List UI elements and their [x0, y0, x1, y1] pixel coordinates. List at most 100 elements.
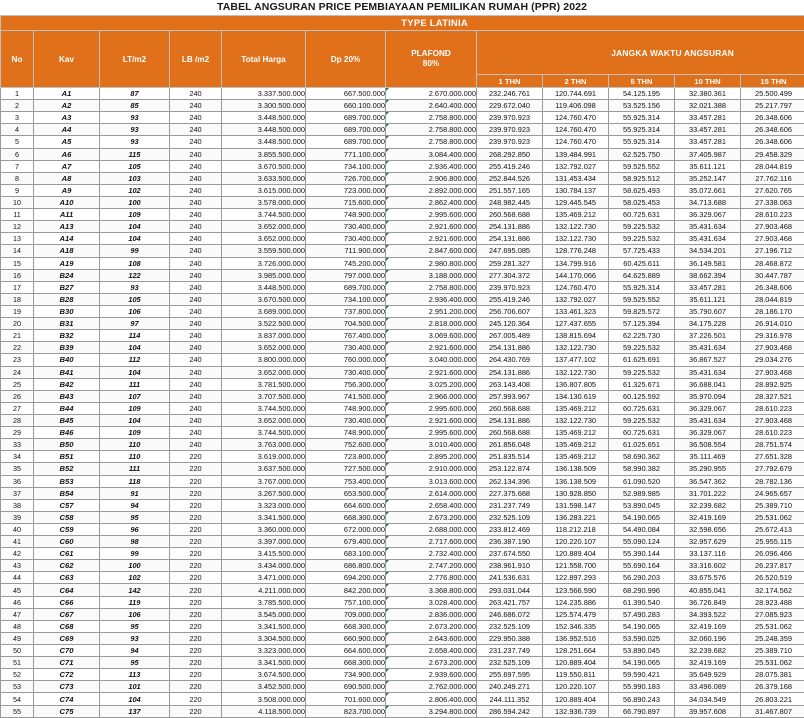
col-header-term-10thn[interactable]: 10 THN [675, 75, 741, 88]
col-header-term-15thn[interactable]: 15 THN [741, 75, 804, 88]
cell-dp: 689.700.000 [306, 281, 386, 293]
installment-table: TYPE LATINIA No Kav LT/m2 LB /m2 Total H… [0, 15, 804, 718]
cell-dp: 704.500.000 [306, 318, 386, 330]
cell-plafond: 2.643.600.000 [386, 632, 477, 644]
cell-lt: 94 [100, 645, 170, 657]
col-header-term-1thn[interactable]: 1 THN [477, 75, 543, 88]
col-header-term-2thn[interactable]: 2 THN [543, 75, 609, 88]
col-header-total-harga[interactable]: Total Harga [222, 31, 306, 88]
cell-no: 33 [1, 439, 34, 451]
col-header-dp[interactable]: Dp 20% [306, 31, 386, 88]
col-header-lb[interactable]: LB /m2 [170, 31, 222, 88]
cell-term-2thn: 135.469.212 [543, 402, 609, 414]
cell-kav: C59 [34, 523, 100, 535]
cell-term-10thn: 35.431.634 [675, 414, 741, 426]
cell-lt: 108 [100, 257, 170, 269]
cell-lb: 220 [170, 693, 222, 705]
cell-plafond: 3.294.800.000 [386, 705, 477, 717]
cell-term-1thn: 231.237.749 [477, 645, 543, 657]
cell-no: 54 [1, 693, 34, 705]
cell-term-5thn: 55.390.144 [609, 548, 675, 560]
cell-term-15thn: 27.338.063 [741, 196, 804, 208]
col-header-no[interactable]: No [1, 31, 34, 88]
cell-term-1thn: 255.697.595 [477, 669, 543, 681]
cell-term-2thn: 136.283.221 [543, 511, 609, 523]
cell-term-5thn: 60.725.631 [609, 427, 675, 439]
cell-lb: 220 [170, 596, 222, 608]
cell-no: 8 [1, 172, 34, 184]
cell-dp: 723.000.000 [306, 184, 386, 196]
cell-lt: 104 [100, 693, 170, 705]
cell-total-harga: 3.674.500.000 [222, 669, 306, 681]
cell-no: 14 [1, 245, 34, 257]
cell-no: 35 [1, 463, 34, 475]
cell-term-2thn: 120.744.691 [543, 88, 609, 100]
cell-kav: C67 [34, 608, 100, 620]
cell-term-10thn: 35.431.634 [675, 221, 741, 233]
cell-term-2thn: 127.437.655 [543, 318, 609, 330]
cell-kav: B45 [34, 414, 100, 426]
cell-term-5thn: 66.790.897 [609, 705, 675, 717]
cell-lb: 220 [170, 657, 222, 669]
col-header-plafond[interactable]: PLAFOND 80% [386, 31, 477, 88]
col-header-term-5thn[interactable]: 5 THN [609, 75, 675, 88]
cell-total-harga: 3.744.500.000 [222, 402, 306, 414]
cell-lb: 220 [170, 475, 222, 487]
col-header-kav[interactable]: Kav [34, 31, 100, 88]
cell-term-2thn: 136.138.509 [543, 463, 609, 475]
col-header-lt[interactable]: LT/m2 [100, 31, 170, 88]
